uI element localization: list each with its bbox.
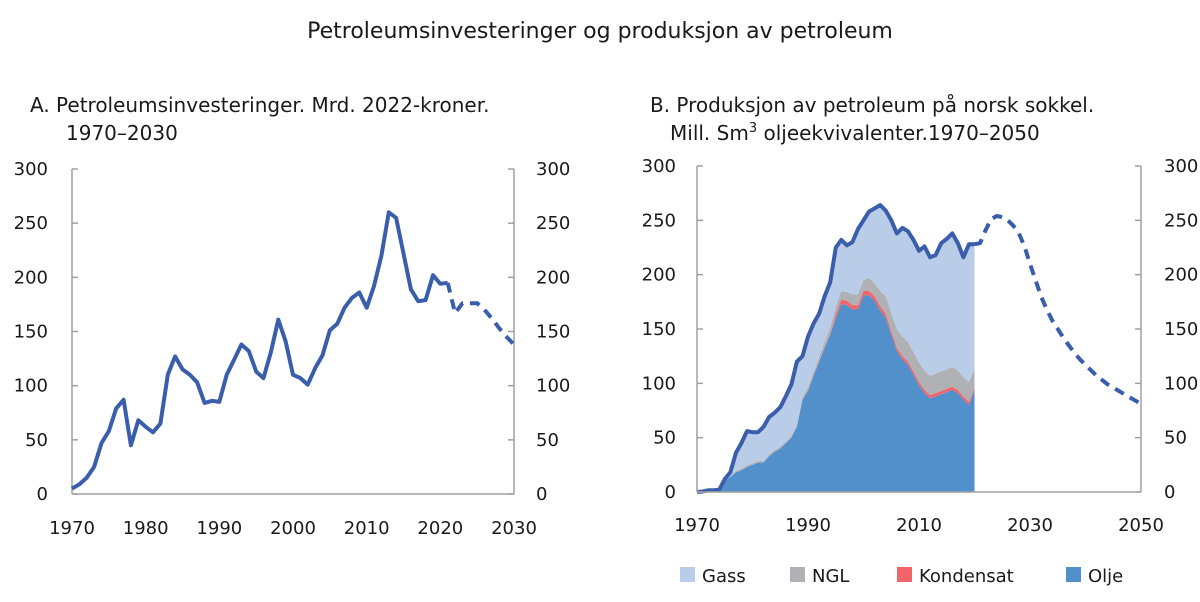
figure-title: Petroleumsinvesteringer og produksjon av… [307, 19, 893, 44]
y-tick-label-right: 50 [1164, 428, 1187, 449]
y-tick-label-right: 150 [536, 322, 570, 343]
chart-b-subtitle-part2: oljeekvivalenter.1970–2050 [757, 121, 1040, 145]
legend-swatch-olje [1066, 567, 1081, 582]
chart-b-subtitle: Mill. Sm3 oljeekvivalenter.1970–2050 [670, 121, 1040, 145]
y-tick-label-right: 50 [536, 430, 559, 451]
y-tick-label-right: 0 [536, 484, 547, 505]
x-tick-label: 2010 [344, 518, 390, 539]
x-tick-label: 1970 [49, 518, 95, 539]
x-tick-label: 2030 [1007, 515, 1053, 536]
y-tick-label-right: 200 [536, 267, 570, 288]
y-tick-label-left: 100 [14, 376, 48, 397]
y-tick-label-left: 200 [14, 267, 48, 288]
y-tick-label-right: 100 [536, 376, 570, 397]
chart-a-plot [70, 210, 516, 491]
x-tick-label: 1970 [674, 515, 720, 536]
area-gass [697, 205, 975, 492]
chart-b-legend: Gass NGL Kondensat Olje [680, 566, 1123, 587]
y-tick-label-left: 300 [14, 159, 48, 180]
forecast-line [445, 282, 516, 346]
y-tick-label-right: 300 [1164, 156, 1198, 177]
legend-label-olje: Olje [1088, 566, 1123, 587]
chart-b-plot [696, 203, 1143, 494]
x-tick-label: 2030 [491, 518, 537, 539]
y-tick-label-right: 150 [1164, 319, 1198, 340]
legend-label-gass: Gass [702, 566, 746, 587]
legend-swatch-ngl [790, 567, 805, 582]
x-tick-label: 2010 [896, 515, 942, 536]
investment-line [70, 210, 448, 491]
y-tick-label-right: 300 [536, 159, 570, 180]
y-tick-label-left: 100 [642, 373, 676, 394]
chart-b-title: B. Produksjon av petroleum på norsk sokk… [650, 93, 1094, 117]
legend-swatch-kondensat [897, 567, 912, 582]
y-tick-label-right: 250 [1164, 210, 1198, 231]
y-tick-label-left: 200 [642, 265, 676, 286]
chart-a: A. Petroleumsinvesteringer. Mrd. 2022-kr… [14, 93, 571, 539]
x-tick-label: 1990 [196, 518, 242, 539]
y-tick-label-left: 300 [642, 156, 676, 177]
area-olje [697, 295, 975, 492]
chart-b-axes: 0 0 50 50 100 100 150 150 200 200 250 250 300 300 1970… [642, 156, 1199, 536]
y-tick-label-left: 0 [665, 482, 676, 503]
legend-label-kondensat: Kondensat [919, 566, 1014, 587]
chart-b-subtitle-part1: Mill. Sm [670, 121, 749, 145]
y-tick-label-right: 250 [536, 213, 570, 234]
chart-b: B. Produksjon av petroleum på norsk sokk… [642, 93, 1199, 587]
chart-a-axes: 0 0 50 50 100 100 150 150 200 200 250 250 300 300 1970… [14, 159, 571, 539]
y-tick-label-left: 250 [14, 213, 48, 234]
y-tick-label-left: 250 [642, 210, 676, 231]
legend-swatch-gass [680, 567, 695, 582]
y-tick-label-right: 100 [1164, 373, 1198, 394]
y-tick-label-left: 150 [642, 319, 676, 340]
x-tick-label: 2050 [1118, 515, 1164, 536]
total-production-line [696, 203, 975, 494]
chart-a-title: A. Petroleumsinvesteringer. Mrd. 2022-kr… [30, 93, 489, 117]
y-tick-label-left: 50 [25, 430, 48, 451]
y-tick-label-left: 50 [653, 428, 676, 449]
x-tick-label: 1980 [123, 518, 169, 539]
y-tick-label-left: 150 [14, 322, 48, 343]
legend-label-ngl: NGL [812, 566, 849, 587]
forecast-production-line [974, 214, 1143, 406]
chart-b-subtitle-sup: 3 [749, 121, 757, 136]
chart-a-subtitle: 1970–2030 [66, 121, 178, 145]
y-tick-label-right: 200 [1164, 265, 1198, 286]
x-tick-label: 2020 [417, 518, 463, 539]
y-tick-label-right: 0 [1164, 482, 1175, 503]
x-tick-label: 1990 [785, 515, 831, 536]
y-tick-label-left: 0 [37, 484, 48, 505]
x-tick-label: 2000 [270, 518, 316, 539]
